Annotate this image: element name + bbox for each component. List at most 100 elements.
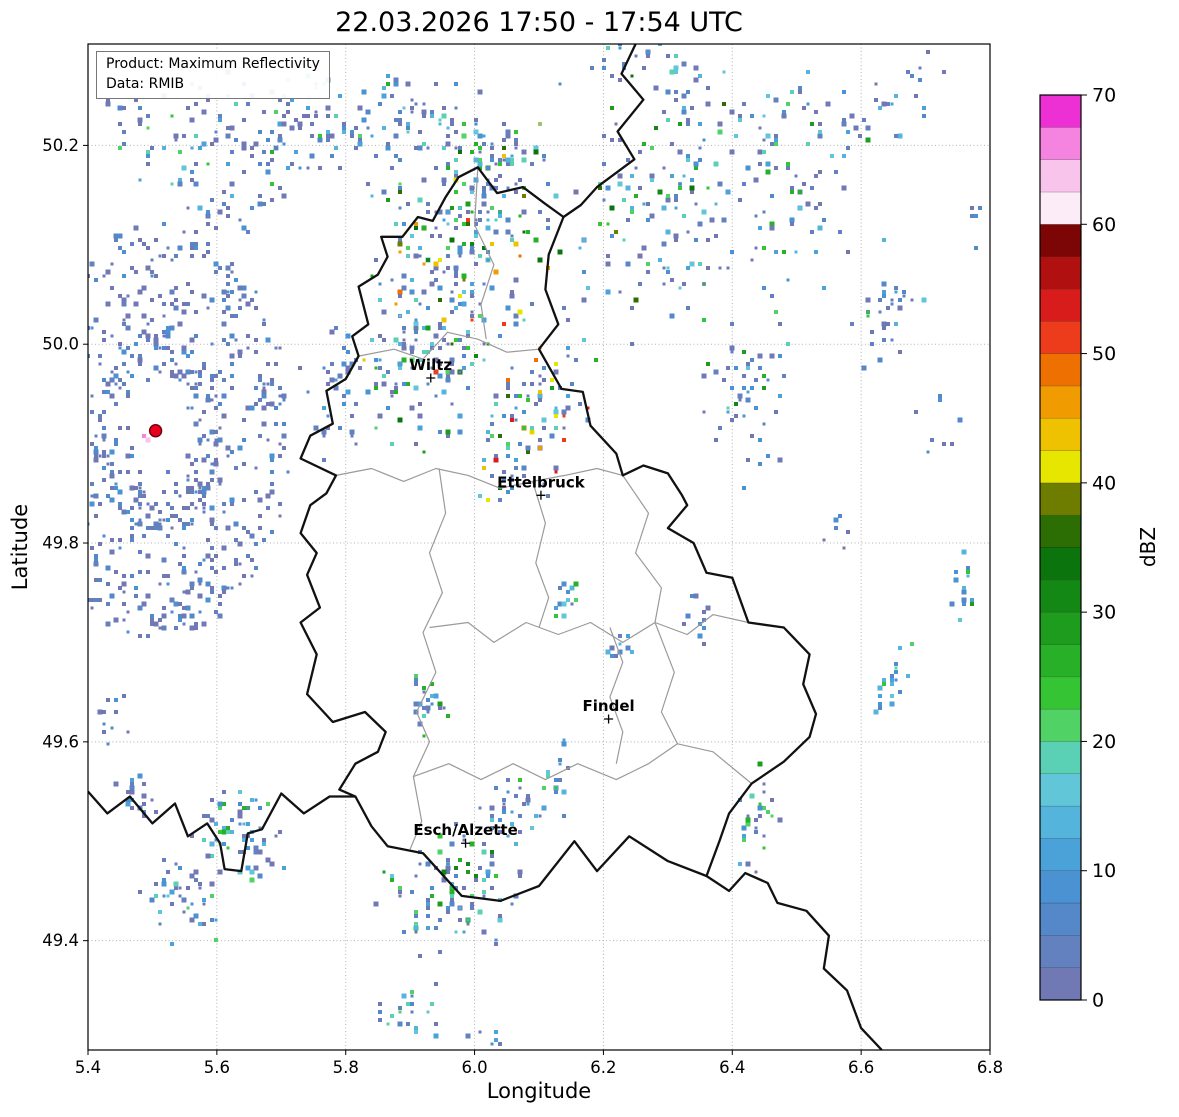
echo-cell [773, 97, 779, 103]
echo-cell [333, 385, 339, 391]
echo-layer [46, 44, 982, 1046]
echo-cell [454, 146, 458, 150]
echo-cell [798, 86, 802, 90]
echo-cell [406, 1002, 410, 1006]
echo-cell [118, 294, 122, 298]
echo-cell [178, 494, 182, 498]
echo-cell [745, 165, 751, 171]
city-label: Ettelbruck [497, 473, 586, 491]
echo-cell [758, 126, 762, 130]
echo-cell [406, 246, 410, 250]
radar-site-marker [148, 424, 163, 438]
echo-cell [218, 370, 222, 374]
echo-cell [246, 102, 250, 106]
echo-cell [70, 278, 74, 282]
echo-cell [510, 162, 514, 166]
echo-cell [258, 194, 262, 198]
echo-cell [458, 254, 462, 258]
echo-cell [89, 501, 95, 507]
echo-cell [193, 421, 199, 427]
echo-cell [190, 242, 194, 246]
echo-cell [226, 206, 230, 210]
echo-cell [130, 354, 134, 358]
echo-cell [94, 514, 98, 518]
echo-cell [738, 398, 742, 402]
echo-cell [50, 466, 55, 471]
echo-cell [241, 225, 247, 231]
echo-cell [766, 454, 770, 458]
echo-cell [622, 238, 626, 242]
echo-cell [442, 270, 446, 274]
echo-cell [289, 125, 295, 131]
echo-cell [818, 130, 822, 134]
echo-cell [106, 382, 110, 386]
echo-cell [258, 162, 262, 166]
echo-cell [514, 138, 518, 142]
echo-cell [190, 902, 194, 906]
echo-cell [297, 121, 303, 127]
echo-cell [145, 437, 151, 443]
echo-cell [514, 146, 518, 150]
echo-cell [750, 358, 754, 362]
echo-cell [514, 466, 518, 470]
echo-cell [750, 114, 754, 118]
echo-cell [202, 922, 206, 926]
echo-cell [90, 606, 94, 610]
echo-cell [58, 454, 62, 458]
echo-cell [90, 410, 94, 414]
echo-cell [630, 74, 634, 78]
echo-cell [626, 158, 630, 162]
echo-cell [202, 510, 206, 514]
echo-cell [338, 426, 342, 430]
echo-cell [513, 277, 519, 283]
echo-cell [758, 462, 762, 466]
echo-cell [446, 910, 450, 914]
echo-cell [234, 558, 238, 562]
echo-cell [865, 137, 871, 143]
echo-cell [513, 321, 519, 327]
echo-cell [674, 238, 678, 242]
echo-cell [262, 538, 266, 542]
echo-cell [618, 46, 622, 50]
echo-cell [146, 322, 150, 326]
echo-cell [738, 114, 742, 118]
echo-cell [494, 1038, 498, 1042]
echo-cell [210, 398, 214, 402]
echo-cell [745, 821, 751, 827]
echo-cell [402, 382, 406, 386]
echo-cell [406, 122, 410, 126]
echo-cell [102, 338, 106, 342]
echo-cell [414, 338, 418, 342]
echo-cell [421, 109, 427, 115]
echo-cell [694, 238, 698, 242]
echo-cell [498, 162, 502, 166]
echo-cell [378, 102, 382, 106]
echo-cell [238, 822, 242, 826]
echo-cell [490, 206, 494, 210]
y-tick-label: 50.0 [42, 335, 79, 354]
echo-cell [506, 790, 510, 794]
echo-cell [146, 150, 150, 154]
echo-cell [430, 894, 434, 898]
echo-cell [54, 402, 59, 407]
echo-cell [438, 706, 442, 710]
echo-cell [274, 346, 278, 350]
echo-cell [281, 433, 287, 439]
echo-cell [138, 106, 142, 110]
echo-cell [169, 889, 175, 895]
echo-cell [342, 122, 346, 126]
echo-cell [774, 166, 778, 170]
echo-cell [162, 518, 166, 522]
echo-cell [242, 118, 246, 122]
echo-cell [46, 358, 51, 363]
echo-cell [245, 865, 251, 871]
echo-cell [210, 894, 214, 898]
echo-cell [102, 426, 106, 430]
echo-cell [261, 393, 267, 399]
echo-cell [250, 154, 254, 158]
echo-cell [806, 102, 810, 106]
colorbar-segment [1039, 450, 1082, 484]
echo-cell [474, 142, 478, 146]
echo-cell [226, 830, 230, 834]
x-tick-label: 6.4 [719, 1058, 745, 1077]
